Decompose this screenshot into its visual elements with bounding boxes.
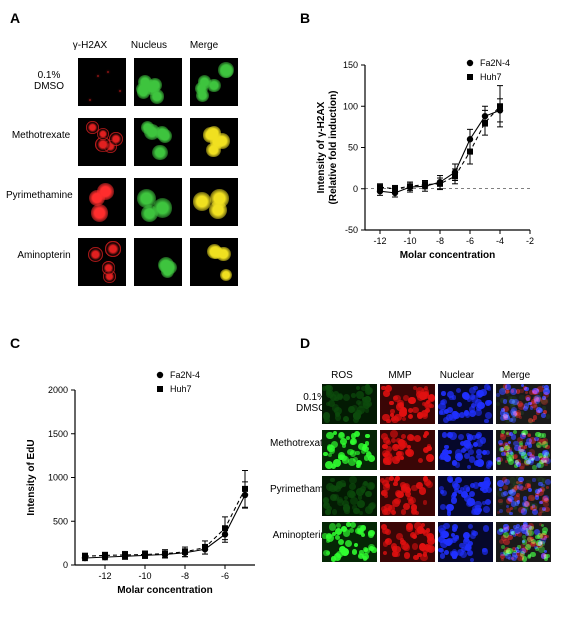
panel-a-tile-r0-c1: [134, 58, 182, 106]
svg-text:2000: 2000: [48, 385, 68, 395]
panel-d-col-1: MMP: [378, 370, 422, 381]
panel-a-tile-r0-c2: [190, 58, 238, 106]
panel-d-col-2: Nuclear: [435, 370, 479, 381]
svg-text:-6: -6: [221, 571, 229, 581]
panel-d-tile-r1-c1: [380, 430, 435, 470]
panel-a-row-0: 0.1% DMSO: [16, 70, 82, 92]
panel-a-row-3: Aminopterin: [11, 250, 77, 261]
svg-text:-50: -50: [345, 225, 358, 235]
svg-text:-2: -2: [526, 236, 534, 246]
svg-text:Huh7: Huh7: [480, 72, 502, 82]
svg-text:150: 150: [343, 60, 358, 70]
panel-d-label: D: [300, 335, 310, 351]
panel-d-tile-r3-c3: [496, 522, 551, 562]
svg-text:0: 0: [353, 184, 358, 194]
panel-a-row-1: Methotrexate: [8, 130, 74, 141]
svg-text:-4: -4: [496, 236, 504, 246]
svg-text:-6: -6: [466, 236, 474, 246]
panel-c-chart: -12 -10 -8 -6 0 500 1000 1500 2000 Molar concentr…: [20, 370, 270, 600]
panel-d-tile-r1-c2: [438, 430, 493, 470]
svg-text:Fa2N-4: Fa2N-4: [170, 370, 200, 380]
panel-d-col-0: ROS: [320, 370, 364, 381]
svg-text:Huh7: Huh7: [170, 384, 192, 394]
panel-c-label: C: [10, 335, 20, 351]
panel-d-row-1: Methotrexate: [270, 438, 326, 449]
panel-a-tile-r3-c0: [78, 238, 126, 286]
panel-d-col-3: Merge: [494, 370, 538, 381]
svg-text:-12: -12: [373, 236, 386, 246]
panel-d-row-0: 0.1% DMSO: [270, 392, 326, 414]
panel-a-label: A: [10, 10, 20, 26]
panel-a-tile-r1-c1: [134, 118, 182, 166]
svg-text:(Relative fold induction): (Relative fold induction): [328, 91, 339, 205]
svg-text:Fa2N-4: Fa2N-4: [480, 58, 510, 68]
panel-b-label: B: [300, 10, 310, 26]
panel-d-tile-r0-c0: [322, 384, 377, 424]
panel-a-col-0: γ-H2AX: [68, 40, 112, 51]
panel-a-row-2: Pyrimethamine: [6, 190, 72, 201]
panel-d-tile-r2-c1: [380, 476, 435, 516]
panel-b-chart: -12 -10 -8 -6 -4 -2 -50 0 50 100 150 Molar concentr…: [310, 55, 540, 265]
svg-text:-8: -8: [181, 571, 189, 581]
panel-a-col-1: Nucleus: [127, 40, 171, 51]
svg-text:100: 100: [343, 101, 358, 111]
panel-d-row-3: Aminopterin: [270, 530, 326, 541]
panel-d-tile-r3-c0: [322, 522, 377, 562]
svg-text:500: 500: [53, 516, 68, 526]
svg-text:0: 0: [63, 560, 68, 570]
svg-text:1500: 1500: [48, 429, 68, 439]
panel-a-tile-r1-c2: [190, 118, 238, 166]
panel-d-tile-r3-c2: [438, 522, 493, 562]
panel-d-tile-r0-c1: [380, 384, 435, 424]
svg-text:-10: -10: [403, 236, 416, 246]
panel-d-tile-r3-c1: [380, 522, 435, 562]
panel-d-tile-r2-c3: [496, 476, 551, 516]
panel-d-tile-r0-c3: [496, 384, 551, 424]
panel-a-tile-r3-c1: [134, 238, 182, 286]
panel-a-tile-r2-c0: [78, 178, 126, 226]
panel-d-tile-r1-c3: [496, 430, 551, 470]
panel-a-col-2: Merge: [182, 40, 226, 51]
svg-text:-10: -10: [138, 571, 151, 581]
svg-text:Intensity of γ-H2AX: Intensity of γ-H2AX: [316, 101, 327, 193]
panel-a-tile-r1-c0: [78, 118, 126, 166]
svg-text:Molar concentration: Molar concentration: [117, 585, 213, 596]
panel-d-tile-r2-c2: [438, 476, 493, 516]
svg-text:1000: 1000: [48, 473, 68, 483]
panel-a-tile-r3-c2: [190, 238, 238, 286]
panel-a-tile-r0-c0: [78, 58, 126, 106]
panel-a-tile-r2-c2: [190, 178, 238, 226]
panel-d-row-2: Pyrimethamine: [270, 484, 326, 495]
panel-d-tile-r0-c2: [438, 384, 493, 424]
svg-text:50: 50: [348, 143, 358, 153]
svg-text:-12: -12: [98, 571, 111, 581]
svg-text:Intensity of EdU: Intensity of EdU: [26, 439, 37, 515]
panel-d-tile-r1-c0: [322, 430, 377, 470]
svg-text:Molar concentration: Molar concentration: [400, 250, 496, 261]
panel-a-tile-r2-c1: [134, 178, 182, 226]
svg-text:-8: -8: [436, 236, 444, 246]
panel-d-tile-r2-c0: [322, 476, 377, 516]
